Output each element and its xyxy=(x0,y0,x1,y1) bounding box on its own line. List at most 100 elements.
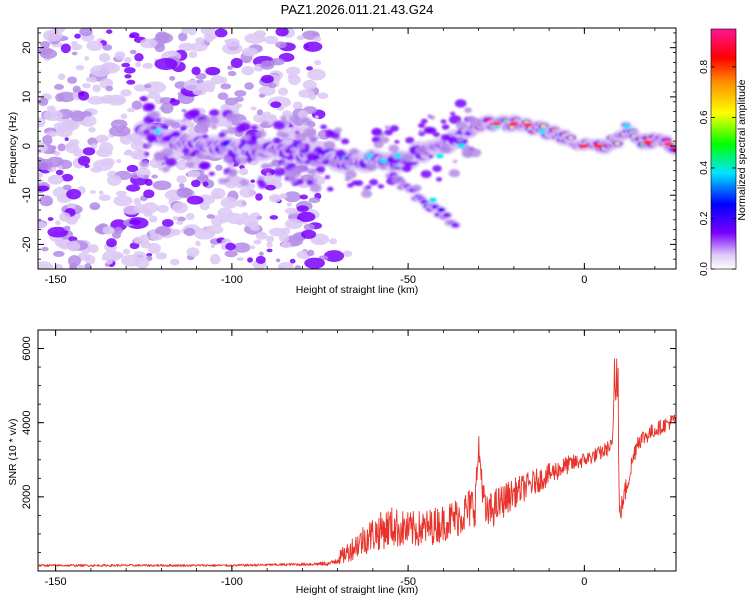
ridge-speckle xyxy=(335,149,346,157)
ridge-speckle xyxy=(452,159,458,163)
noise-blob xyxy=(102,225,115,235)
noise-blob xyxy=(160,102,174,114)
ridge-speckle xyxy=(349,148,359,155)
noise-blob xyxy=(217,92,229,100)
noise-blob xyxy=(206,214,215,219)
noise-blob xyxy=(115,190,127,197)
ridge-speckle xyxy=(371,127,383,136)
noise-blob xyxy=(244,82,254,90)
noise-blob xyxy=(255,231,268,240)
y-tick-label: 20 xyxy=(21,42,33,54)
ridge-speckle xyxy=(208,171,215,177)
ridge-speckle xyxy=(144,152,150,156)
ridge-speckle xyxy=(420,170,432,179)
noise-blob xyxy=(256,109,264,116)
x-tick-label: 0 xyxy=(581,274,587,286)
noise-blob xyxy=(132,251,147,262)
ridge-speckle xyxy=(401,153,414,163)
noise-blob xyxy=(275,258,281,263)
noise-blob xyxy=(278,261,294,269)
hot-spot xyxy=(428,197,437,203)
heatmap-ridge-layer xyxy=(132,96,676,230)
colorbar-tick-label: 0.0 xyxy=(699,262,710,276)
noise-blob xyxy=(139,38,158,49)
ridge-speckle xyxy=(456,137,465,143)
noise-blob xyxy=(38,172,43,178)
noise-blob xyxy=(278,87,289,96)
noise-blob xyxy=(57,91,76,103)
ridge-speckle xyxy=(202,134,209,139)
noise-blob xyxy=(74,33,81,39)
noise-blob xyxy=(306,249,315,257)
ridge-speckle xyxy=(161,167,170,173)
noise-blob xyxy=(281,241,291,249)
noise-blob xyxy=(102,44,113,51)
noise-blob xyxy=(129,219,141,226)
ridge-speckle xyxy=(296,143,306,150)
ridge-speckle xyxy=(377,184,385,189)
noise-blob xyxy=(307,68,326,81)
noise-blob xyxy=(303,41,323,52)
noise-blob xyxy=(67,202,76,210)
ridge-speckle xyxy=(255,130,267,138)
noise-blob xyxy=(247,257,254,263)
noise-blob xyxy=(155,252,167,260)
ridge-speckle xyxy=(418,129,423,133)
ridge-speckle xyxy=(146,142,153,148)
ridge-speckle xyxy=(268,170,274,175)
colorbar: 0.0 0.2 0.4 0.6 0.8 Normalized spectral ampl… xyxy=(699,28,748,276)
ridge-speckle xyxy=(223,155,233,163)
noise-blob xyxy=(186,247,200,258)
spectrogram-heatmap xyxy=(38,28,676,269)
noise-blob xyxy=(313,36,322,42)
noise-blob xyxy=(43,29,63,42)
noise-blob xyxy=(225,242,236,251)
noise-blob xyxy=(275,28,289,37)
x-tick-label: -150 xyxy=(45,274,67,286)
noise-blob xyxy=(84,263,92,269)
ridge-speckle xyxy=(435,177,443,182)
ridge-speckle xyxy=(149,110,161,119)
noise-blob xyxy=(288,74,301,86)
noise-blob xyxy=(317,92,329,100)
snr-ticks: -150 -100 -50 0 2000 4000 6000 xyxy=(21,329,676,588)
x-tick-label: -100 xyxy=(221,274,243,286)
colorbar-tick-label: 0.6 xyxy=(699,110,710,124)
noise-blob xyxy=(38,158,54,171)
ridge-speckle xyxy=(378,154,384,158)
spectrogram-x-axis-label: Height of straight line (km) xyxy=(296,284,419,296)
noise-blob xyxy=(67,255,81,267)
noise-blob xyxy=(328,238,338,245)
noise-blob xyxy=(284,218,303,230)
noise-blob xyxy=(82,147,96,156)
noise-blob xyxy=(76,264,86,269)
noise-blob xyxy=(89,202,101,211)
ridge-speckle xyxy=(394,140,400,144)
noise-blob xyxy=(211,215,224,227)
ridge-speckle xyxy=(151,125,158,130)
ridge-speckle xyxy=(324,175,331,180)
ridge-speckle xyxy=(185,161,195,169)
ridge-core xyxy=(671,147,676,152)
ridge-speckle xyxy=(441,124,450,130)
ridge-speckle xyxy=(159,106,165,111)
ridge-speckle xyxy=(365,162,377,171)
ridge-speckle xyxy=(466,115,477,123)
y-tick-label: 4000 xyxy=(21,410,33,434)
noise-blob xyxy=(183,121,195,128)
ridge-speckle xyxy=(271,159,278,164)
y-tick-label: -20 xyxy=(21,236,33,252)
noise-blob xyxy=(266,241,273,248)
noise-blob xyxy=(42,134,53,146)
ridge-speckle xyxy=(158,140,164,144)
noise-blob xyxy=(106,174,122,186)
ridge-speckle xyxy=(389,125,399,132)
ridge-speckle xyxy=(301,117,312,125)
peak-core xyxy=(642,140,653,144)
ridge-speckle xyxy=(155,118,161,123)
ridge-speckle xyxy=(251,125,258,131)
noise-blob xyxy=(120,113,128,120)
ridge-speckle xyxy=(384,129,393,136)
noise-blob xyxy=(62,184,72,191)
